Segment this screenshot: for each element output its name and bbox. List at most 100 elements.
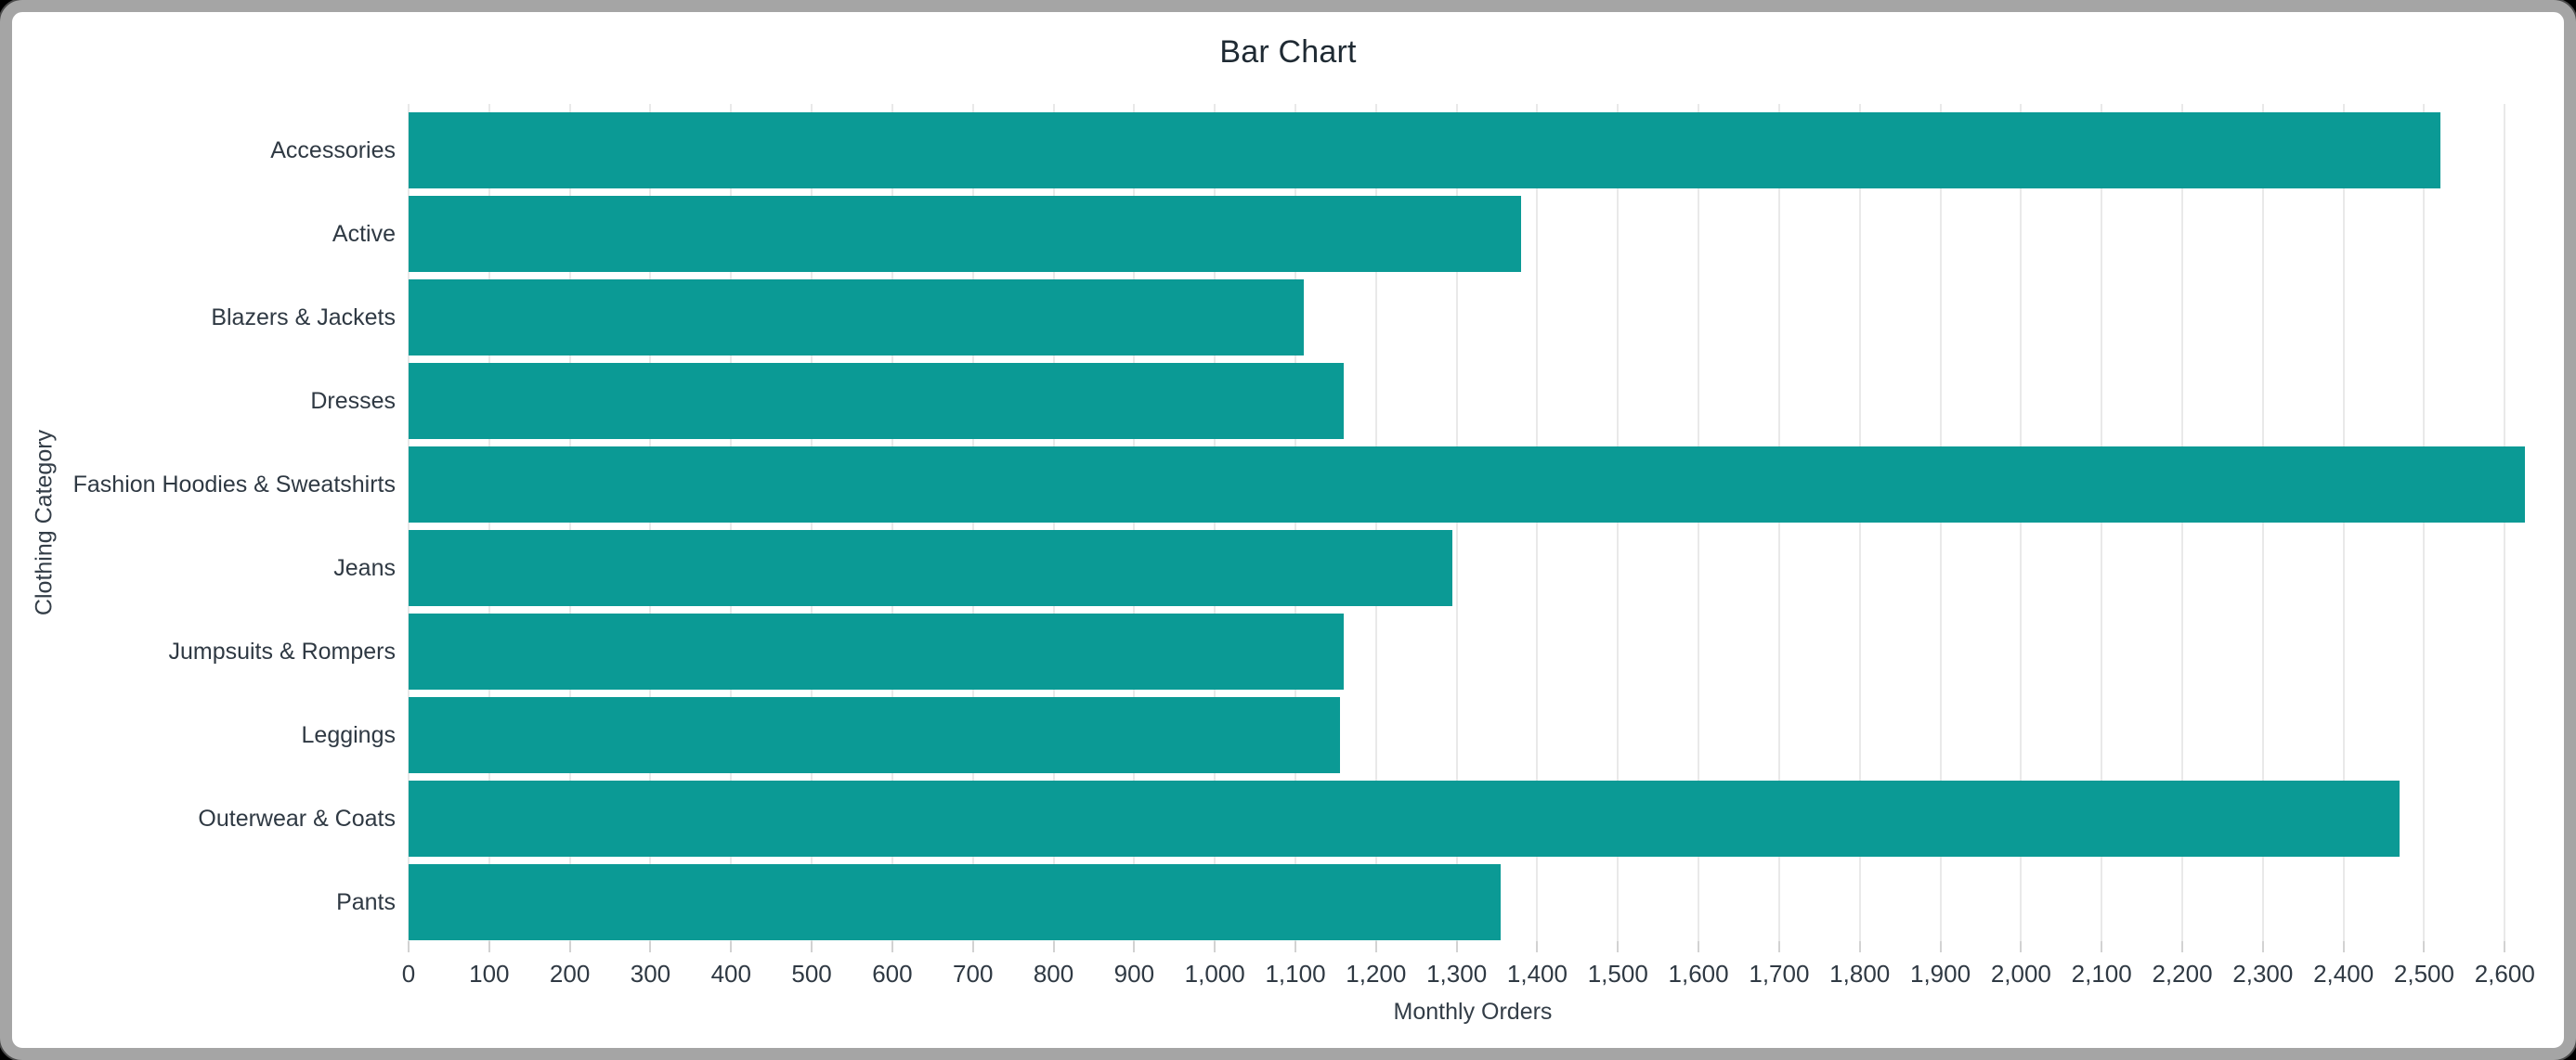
x-tick-label-2400: 2,400 [2313,960,2374,988]
gridline-800 [1052,104,1055,941]
y-tick-label-dresses: Dresses [310,388,396,414]
x-tick-label-100: 100 [469,960,510,988]
tick-mark-100 [488,941,490,952]
tick-mark-1600 [1698,941,1700,952]
tick-mark-2000 [2020,941,2023,952]
gridline-1300 [1455,104,1458,941]
x-tick-label-1000: 1,000 [1184,960,1245,988]
tick-mark-1400 [1536,941,1539,952]
gridline-1700 [1777,104,1780,941]
x-tick-label-0: 0 [401,960,416,988]
gridline-1100 [1295,104,1296,941]
x-axis-title: Monthly Orders [1393,999,1553,1025]
bar-jeans[interactable] [409,530,1453,606]
bar-jumpsuits-rompers[interactable] [409,614,1345,690]
tick-mark-800 [1052,941,1055,952]
x-tick-label-1400: 1,400 [1506,960,1568,988]
tick-mark-1300 [1455,941,1458,952]
y-tick-label-blazers-jackets: Blazers & Jackets [211,304,396,330]
x-tick-label-1800: 1,800 [1829,960,1891,988]
x-tick-label-1100: 1,100 [1265,960,1326,988]
y-tick-label-accessories: Accessories [270,137,396,163]
tick-mark-400 [730,941,733,952]
x-tick-label-1900: 1,900 [1909,960,1971,988]
gridline-2200 [2181,104,2183,941]
bar-active[interactable] [409,196,1522,272]
tick-mark-2500 [2423,941,2426,952]
tick-mark-2200 [2181,941,2183,952]
bar-outerwear-coats[interactable] [409,781,2400,857]
chart-title: Bar Chart [1219,34,1357,70]
gridline-2000 [2020,104,2023,941]
y-axis-tick-labels: Accessories Active Blazers & Jackets Dresse… [12,104,396,941]
gridline-400 [730,104,733,941]
x-tick-label-700: 700 [953,960,994,988]
tick-mark-700 [971,941,974,952]
gridline-2300 [2261,104,2264,941]
gridline-1400 [1536,104,1539,941]
bar-pants[interactable] [409,864,1502,940]
tick-mark-2400 [2342,941,2345,952]
tick-mark-2600 [2504,941,2506,952]
x-tick-label-600: 600 [872,960,913,988]
x-tick-label-800: 800 [1033,960,1074,988]
gridline-1900 [1939,104,1942,941]
x-tick-label-2100: 2,100 [2071,960,2132,988]
tick-mark-500 [811,941,813,952]
gridline-1500 [1617,104,1620,941]
x-tick-label-400: 400 [710,960,751,988]
y-tick-label-jumpsuits-rompers: Jumpsuits & Rompers [168,639,396,665]
gridline-2400 [2342,104,2345,941]
x-tick-label-2600: 2,600 [2474,960,2535,988]
gridline-2100 [2101,104,2103,941]
tick-mark-2300 [2261,941,2264,952]
gridline-1000 [1214,104,1216,941]
tick-mark-300 [649,941,652,952]
y-tick-label-outerwear-coats: Outerwear & Coats [198,806,396,832]
bar-blazers-jackets[interactable] [409,279,1304,355]
x-tick-label-2200: 2,200 [2152,960,2213,988]
gridline-900 [1133,104,1136,941]
x-tick-label-2000: 2,000 [1990,960,2051,988]
x-tick-label-200: 200 [549,960,591,988]
tick-mark-1700 [1777,941,1780,952]
gridline-1800 [1858,104,1861,941]
bar-leggings[interactable] [409,697,1340,773]
y-tick-label-jeans: Jeans [333,555,396,581]
gridline-1200 [1374,104,1377,941]
bar-dresses[interactable] [409,363,1345,439]
x-tick-label-1600: 1,600 [1668,960,1729,988]
gridline-2500 [2423,104,2426,941]
x-tick-label-1700: 1,700 [1749,960,1810,988]
tick-mark-1500 [1617,941,1620,952]
tick-mark-1200 [1374,941,1377,952]
tick-mark-1900 [1939,941,1942,952]
tick-mark-1800 [1858,941,1861,952]
y-tick-label-leggings: Leggings [301,722,396,748]
x-tick-label-500: 500 [791,960,832,988]
gridline-1600 [1698,104,1700,941]
tick-mark-200 [568,941,571,952]
tick-mark-0 [408,941,410,952]
gridline-0 [408,104,410,941]
y-tick-label-pants: Pants [336,889,396,915]
x-tick-label-900: 900 [1113,960,1155,988]
plot-area [408,104,2537,952]
x-tick-label-300: 300 [630,960,671,988]
x-tick-label-1300: 1,300 [1426,960,1488,988]
gridline-100 [488,104,490,941]
tick-mark-600 [891,941,893,952]
gridline-700 [971,104,974,941]
bar-fashion-hoodies-sweatshirts[interactable] [409,446,2525,523]
x-tick-label-2300: 2,300 [2232,960,2294,988]
x-tick-label-1200: 1,200 [1346,960,1407,988]
tick-mark-1000 [1214,941,1216,952]
tick-mark-1100 [1295,941,1296,952]
bar-accessories[interactable] [409,112,2440,188]
x-tick-label-1500: 1,500 [1587,960,1648,988]
tick-mark-2100 [2101,941,2103,952]
y-tick-label-fashion-hoodies-sweatshirts: Fashion Hoodies & Sweatshirts [72,472,396,498]
x-tick-label-2500: 2,500 [2393,960,2454,988]
gridline-2600 [2504,104,2506,941]
